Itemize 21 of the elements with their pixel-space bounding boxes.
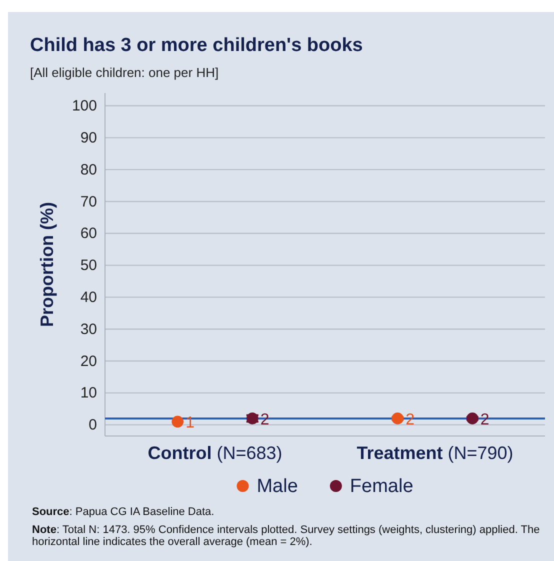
- source-note: Source: Papua CG IA Baseline Data.: [32, 506, 214, 518]
- x-tick-label: Control (N=683): [148, 443, 282, 463]
- chart-subtitle: [All eligible children: one per HH]: [30, 65, 219, 80]
- y-axis-title: Proportion (%): [37, 202, 57, 327]
- y-tick-label: 10: [80, 384, 97, 402]
- y-tick-label: 20: [80, 352, 97, 370]
- y-tick-label: 30: [80, 320, 97, 338]
- text: Note: Total N: 1473. 95% Confidence intervals plotted. Survey settings (weights, clustering) applied. The horizontal line indicates the overall average (mean = 2%).: [32, 524, 540, 548]
- y-tick-label: 60: [80, 225, 97, 242]
- y-tick-label: 0: [88, 416, 97, 434]
- y-tick-label: 100: [72, 98, 97, 115]
- y-tick-label: 90: [80, 129, 97, 146]
- legend-label: Male: [256, 476, 298, 497]
- y-tick-label: 40: [80, 289, 97, 306]
- chart-title: Child has 3 or more children's books: [30, 35, 363, 56]
- y-tick-label: 70: [80, 193, 97, 210]
- legend-label: Female: [350, 476, 414, 497]
- y-tick-label: 80: [80, 161, 97, 178]
- data-label: 1: [186, 414, 195, 432]
- x-tick-label: Treatment (N=790): [356, 443, 514, 463]
- y-tick-label: 50: [80, 257, 97, 274]
